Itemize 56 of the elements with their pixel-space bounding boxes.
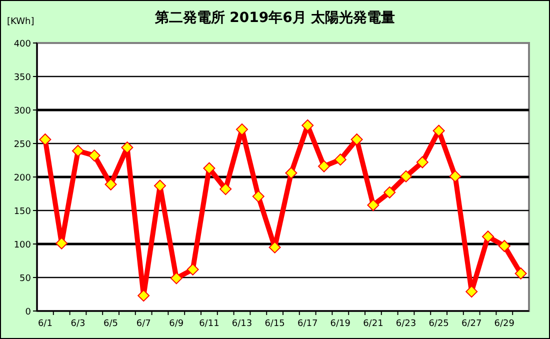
y-tick-label: 100 [14, 240, 32, 250]
point [416, 156, 428, 168]
point [154, 180, 166, 192]
point [39, 133, 52, 146]
point [302, 119, 314, 132]
point [384, 186, 396, 198]
x-tick-label: 6/15 [264, 319, 285, 329]
y-tick-label: 0 [25, 308, 32, 318]
y-tick-label: 300 [14, 106, 32, 116]
point [88, 150, 100, 162]
x-tick-label: 6/13 [232, 319, 252, 329]
y-tick-label: 250 [14, 140, 32, 150]
x-tick-label: 6/11 [199, 319, 220, 329]
y-tick-label: 50 [20, 274, 32, 284]
point [498, 240, 510, 252]
x-tick-label: 6/3 [70, 319, 86, 329]
x-tick-label: 6/1 [38, 319, 52, 329]
point [268, 241, 281, 254]
point [138, 290, 150, 302]
x-tick-label: 6/27 [461, 319, 482, 329]
x-tick-label: 6/5 [104, 319, 118, 329]
point [350, 133, 363, 146]
point [121, 142, 134, 154]
point [186, 263, 199, 276]
point [56, 237, 68, 250]
point [236, 123, 248, 136]
point [72, 144, 84, 157]
point [367, 199, 380, 212]
x-tick-label: 6/21 [363, 319, 384, 329]
point [400, 170, 412, 182]
point [104, 178, 117, 190]
point [466, 286, 478, 298]
x-tick-label: 6/29 [494, 319, 515, 329]
y-tick-label: 150 [14, 207, 32, 217]
point [432, 124, 445, 137]
point [334, 154, 346, 166]
point [170, 272, 182, 284]
y-tick-label: 400 [14, 40, 32, 50]
chart-title: 第二発電所 2019年6月 太陽光発電量 [154, 10, 396, 26]
x-tick-label: 6/17 [297, 319, 318, 329]
x-tick-label: 6/19 [330, 319, 351, 329]
x-tick-label: 6/7 [136, 319, 151, 329]
x-tick-label: 6/23 [396, 319, 416, 329]
point [514, 267, 527, 280]
y-tick-label: 200 [14, 174, 32, 184]
point [449, 170, 462, 182]
point [220, 183, 232, 196]
x-tick-label: 6/25 [428, 319, 449, 329]
point [318, 160, 330, 172]
point [285, 166, 298, 179]
y-axis-title: [KWh] [7, 17, 34, 27]
point [203, 162, 216, 174]
point [252, 190, 264, 202]
point [482, 230, 494, 243]
y-tick-label: 350 [14, 73, 32, 83]
x-tick-label: 6/9 [169, 319, 184, 329]
